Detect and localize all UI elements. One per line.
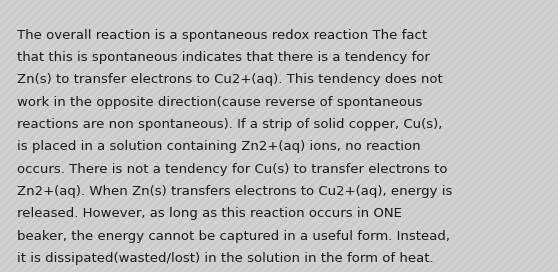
Text: it is dissipated(wasted/lost) in the solution in the form of heat.: it is dissipated(wasted/lost) in the sol… <box>17 252 434 265</box>
Text: is placed in a solution containing Zn2+(aq) ions, no reaction: is placed in a solution containing Zn2+(… <box>17 140 420 153</box>
Text: that this is spontaneous indicates that there is a tendency for: that this is spontaneous indicates that … <box>17 51 430 64</box>
Text: The overall reaction is a spontaneous redox reaction The fact: The overall reaction is a spontaneous re… <box>17 29 427 42</box>
Text: Zn(s) to transfer electrons to Cu2+(aq). This tendency does not: Zn(s) to transfer electrons to Cu2+(aq).… <box>17 73 442 86</box>
Text: work in the opposite direction(cause reverse of spontaneous: work in the opposite direction(cause rev… <box>17 96 422 109</box>
Text: released. However, as long as this reaction occurs in ONE: released. However, as long as this react… <box>17 207 402 220</box>
Text: occurs. There is not a tendency for Cu(s) to transfer electrons to: occurs. There is not a tendency for Cu(s… <box>17 163 448 176</box>
Text: reactions are non spontaneous). If a strip of solid copper, Cu(s),: reactions are non spontaneous). If a str… <box>17 118 442 131</box>
Text: beaker, the energy cannot be captured in a useful form. Instead,: beaker, the energy cannot be captured in… <box>17 230 450 243</box>
Text: Zn2+(aq). When Zn(s) transfers electrons to Cu2+(aq), energy is: Zn2+(aq). When Zn(s) transfers electrons… <box>17 185 452 198</box>
